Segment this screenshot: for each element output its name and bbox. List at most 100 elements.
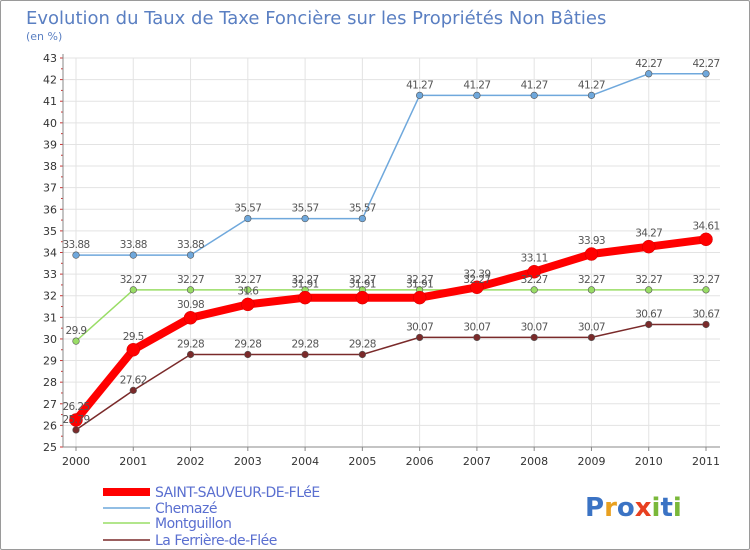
data-label: 30.98 xyxy=(177,299,204,311)
data-label: 33.11 xyxy=(521,253,548,265)
series-lines xyxy=(72,73,710,431)
series-line-1 xyxy=(75,73,707,256)
data-labels: 33.88 33.88 33.88 35.57 35.57 35.57 41.27 41.27… xyxy=(62,58,720,426)
chart-subtitle: (en %) xyxy=(26,30,62,43)
data-label: 32.27 xyxy=(578,274,605,286)
data-point xyxy=(72,337,80,345)
data-point xyxy=(530,91,538,99)
data-label: 29.28 xyxy=(234,339,261,351)
y-tick-label: 26 xyxy=(43,419,57,432)
data-label: 34.61 xyxy=(692,220,719,232)
x-tick-label: 2010 xyxy=(635,455,663,468)
x-tick-label: 2011 xyxy=(692,455,720,468)
series-line-3 xyxy=(75,323,707,431)
data-label: 33.88 xyxy=(62,239,89,251)
y-tick-label: 40 xyxy=(43,117,57,130)
y-tick-label: 38 xyxy=(43,160,57,173)
data-point xyxy=(645,286,653,294)
data-label: 31.91 xyxy=(349,279,376,291)
y-tick-label: 37 xyxy=(43,182,57,195)
data-label: 32.27 xyxy=(234,274,261,286)
data-label: 41.27 xyxy=(578,79,605,91)
data-label: 32.27 xyxy=(406,274,433,286)
x-axis-ticks: 2000 2001 2002 2003 2004 2005 2006 2007 2008 2009… xyxy=(62,455,720,468)
y-tick-label: 32 xyxy=(43,290,57,303)
data-point xyxy=(126,343,141,357)
data-point xyxy=(702,320,710,329)
data-label: 33.93 xyxy=(578,235,605,247)
data-label: 29.28 xyxy=(177,339,204,351)
data-point xyxy=(186,350,195,359)
y-tick-label: 35 xyxy=(43,225,57,238)
data-point xyxy=(587,286,596,294)
y-tick-label: 33 xyxy=(43,268,57,281)
data-label: 29.5 xyxy=(123,331,144,343)
y-tick-label: 27 xyxy=(43,398,57,411)
series-line-0 xyxy=(72,235,710,424)
data-point xyxy=(244,286,252,294)
legend-label: La Ferrière-de-Flée xyxy=(155,533,277,549)
y-tick-label: 36 xyxy=(43,203,57,216)
data-label: 29.28 xyxy=(292,339,319,351)
y-tick-label: 28 xyxy=(43,376,57,389)
data-label: 34.27 xyxy=(635,228,662,240)
data-label: 32.39 xyxy=(463,268,490,280)
data-label: 25.79 xyxy=(62,414,89,426)
data-label: 26.25 xyxy=(62,401,89,413)
data-label: 35.57 xyxy=(349,203,376,215)
y-tick-label: 42 xyxy=(43,74,57,87)
data-label: 30.07 xyxy=(578,321,605,333)
x-tick-label: 2003 xyxy=(234,455,262,468)
data-point xyxy=(530,333,538,342)
data-point xyxy=(702,70,710,78)
chart-title: Evolution du Taux de Taxe Foncière sur l… xyxy=(26,8,606,29)
data-point xyxy=(298,290,312,305)
data-point xyxy=(641,239,656,254)
x-tick-label: 2006 xyxy=(406,455,434,468)
series-line-2 xyxy=(75,289,707,342)
data-label: 30.07 xyxy=(463,321,490,333)
data-point xyxy=(358,214,366,223)
data-point xyxy=(69,413,83,427)
x-tick-label: 2005 xyxy=(348,455,376,468)
x-tick-label: 2007 xyxy=(463,455,491,468)
data-point xyxy=(470,280,484,295)
data-point xyxy=(416,333,424,342)
data-label: 32.27 xyxy=(292,274,319,286)
data-point xyxy=(645,70,653,78)
data-point xyxy=(699,232,713,247)
y-tick-label: 41 xyxy=(43,95,57,108)
data-label: 32.27 xyxy=(349,274,376,286)
x-tick-label: 2001 xyxy=(119,455,147,468)
proxiti-logo: Proxiti xyxy=(585,493,682,523)
data-point xyxy=(355,290,370,305)
data-label: 30.07 xyxy=(521,321,548,333)
data-point xyxy=(527,264,541,279)
data-point xyxy=(587,91,596,99)
data-point xyxy=(412,290,427,305)
data-point xyxy=(530,286,538,294)
data-point xyxy=(301,350,309,359)
data-label: 35.57 xyxy=(292,203,319,215)
data-point xyxy=(244,214,252,223)
y-tick-label: 34 xyxy=(43,247,57,260)
data-point xyxy=(241,297,255,312)
data-label: 29.28 xyxy=(349,339,376,351)
data-label: 29.9 xyxy=(66,325,87,337)
data-label: 32.27 xyxy=(177,274,204,286)
logo-text: Proxiti xyxy=(585,493,682,523)
data-label: 41.27 xyxy=(406,79,433,91)
legend-label: Montguillon xyxy=(155,516,231,532)
legend-label: Chemazé xyxy=(155,501,217,517)
y-tick-label: 29 xyxy=(43,355,57,368)
y-axis-ticks: 25 26 27 28 29 30 31 32 33 34 35 36 37 38 39 40 41 42 43 xyxy=(43,52,57,454)
y-tick-label: 43 xyxy=(43,52,57,65)
data-point xyxy=(473,333,481,342)
data-label: 31.6 xyxy=(237,285,259,297)
data-label: 30.67 xyxy=(635,308,662,320)
data-point xyxy=(244,350,252,359)
data-label: 31.91 xyxy=(406,279,433,291)
data-label: 41.27 xyxy=(521,79,548,91)
